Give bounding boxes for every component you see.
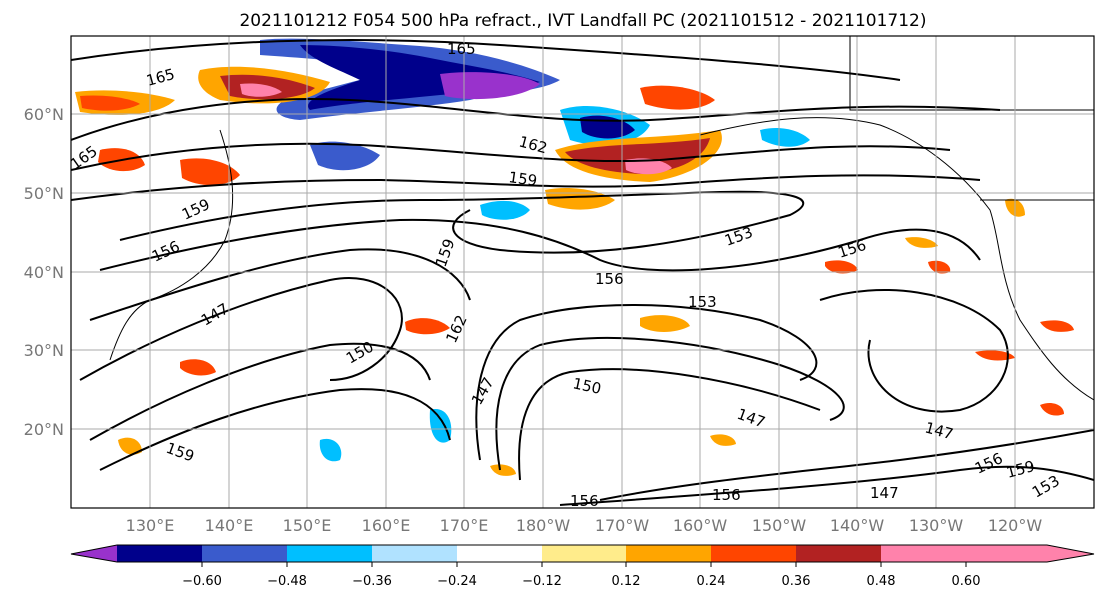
positive-anomaly <box>905 237 938 248</box>
lon-label: 150°E <box>283 516 332 535</box>
colorbar-tick-label: 0.48 <box>867 574 896 589</box>
positive-anomaly <box>180 359 216 376</box>
colorbar-ticks <box>201 562 967 567</box>
colorbar-segment <box>287 545 372 562</box>
negative-anomaly-peak <box>440 72 540 100</box>
colorbar-segment <box>542 545 626 562</box>
lat-label: 40°N <box>24 263 64 282</box>
lat-label: 50°N <box>24 184 64 203</box>
contour-line <box>819 289 1009 413</box>
contour-label: 147 <box>870 484 899 502</box>
contour-line <box>599 429 1094 501</box>
lon-label: 140°E <box>205 516 254 535</box>
positive-anomaly <box>975 350 1015 361</box>
contour-label: 156 <box>595 270 624 288</box>
colorbar-segment <box>457 545 542 562</box>
colorbar-segment <box>881 545 966 562</box>
contour-label: 156 <box>712 486 741 504</box>
contour-line <box>119 190 804 254</box>
positive-anomaly-core <box>80 95 140 111</box>
gridlines <box>71 36 1094 508</box>
positive-anomaly <box>825 260 858 274</box>
negative-anomaly <box>760 128 810 147</box>
lat-label: 30°N <box>24 341 64 360</box>
positive-anomaly <box>1040 403 1064 416</box>
contour-line <box>99 218 981 272</box>
contour-label: 150 <box>571 374 603 398</box>
figure-title: 2021101212 F054 500 hPa refract., IVT La… <box>239 11 926 31</box>
lon-label: 160°E <box>362 516 411 535</box>
contour-line <box>79 277 403 381</box>
positive-anomaly <box>640 315 690 332</box>
colorbar-extend-low <box>71 545 117 562</box>
lat-label: 60°N <box>24 105 64 124</box>
contour-line <box>559 465 1094 506</box>
colorbar-segment <box>626 545 711 562</box>
contour-line <box>495 336 845 471</box>
contour-line <box>518 368 821 481</box>
colorbar-tick-label: −0.36 <box>352 574 392 589</box>
colorbar-segment <box>117 545 202 562</box>
negative-anomaly-core <box>300 45 540 110</box>
colorbar-segment <box>372 545 457 562</box>
positive-anomaly-core <box>565 138 710 174</box>
colorbar: −0.60 −0.48 −0.36 −0.24 −0.12 0.12 0.24 … <box>70 544 1095 589</box>
contour-line <box>99 388 451 471</box>
colorbar-tick-label: 0.60 <box>952 574 981 589</box>
map-panel: 165 165 165 162 162 159 159 159 159 159 … <box>70 35 1095 510</box>
contour-label: 153 <box>688 293 717 311</box>
lon-label: 170°E <box>440 516 489 535</box>
contour-line <box>71 98 1001 141</box>
contour-line <box>71 39 901 81</box>
positive-anomaly <box>640 85 715 110</box>
lat-label: 20°N <box>24 420 64 439</box>
positive-anomaly <box>928 260 951 274</box>
lon-label: 150°W <box>752 516 807 535</box>
border-line <box>849 36 1094 111</box>
lon-label: 130°E <box>126 516 175 535</box>
colorbar-tick-label: −0.12 <box>522 574 562 589</box>
contour-label: 165 <box>447 40 476 58</box>
positive-anomaly <box>118 437 142 455</box>
colorbar-tick-label: 0.36 <box>782 574 811 589</box>
lon-label: 180°W <box>516 516 571 535</box>
negative-anomaly <box>480 200 530 220</box>
positive-anomaly <box>405 318 450 335</box>
colorbar-tick-label: −0.48 <box>267 574 307 589</box>
negative-anomaly <box>429 409 452 443</box>
colorbar-tick-label: 0.24 <box>697 574 726 589</box>
colorbar-tick-label: −0.24 <box>437 574 477 589</box>
contour-line <box>475 304 818 461</box>
contour-label: 156 <box>570 492 599 510</box>
lon-label: 170°W <box>595 516 650 535</box>
positive-anomaly <box>180 158 240 186</box>
colorbar-outline <box>70 544 1095 563</box>
positive-anomaly <box>490 464 516 476</box>
lon-label: 160°W <box>673 516 728 535</box>
positive-anomaly <box>1040 320 1074 332</box>
colorbar-segment <box>796 545 881 562</box>
colorbar-segment <box>711 545 796 562</box>
contour-line <box>71 142 951 171</box>
positive-anomaly <box>710 434 736 446</box>
colorbar-tick-label: −0.60 <box>182 574 222 589</box>
contour-label: 159 <box>507 168 538 190</box>
longitude-labels: 130°E 140°E 150°E 160°E 170°E 180°W 170°… <box>126 516 1043 535</box>
negative-anomaly <box>319 438 342 462</box>
contour-line <box>89 248 471 321</box>
lon-label: 140°W <box>830 516 885 535</box>
contour-line <box>71 174 981 201</box>
positive-anomaly-peak <box>625 158 672 175</box>
latitude-labels: 60°N 50°N 40°N 30°N 20°N <box>24 105 64 439</box>
map-frame <box>70 35 1095 509</box>
positive-anomaly-peak <box>240 83 282 97</box>
lon-label: 130°W <box>909 516 964 535</box>
negative-anomaly <box>310 141 380 171</box>
lon-label: 120°W <box>988 516 1043 535</box>
colorbar-tick-label: 0.12 <box>612 574 641 589</box>
colorbar-segment <box>202 545 287 562</box>
